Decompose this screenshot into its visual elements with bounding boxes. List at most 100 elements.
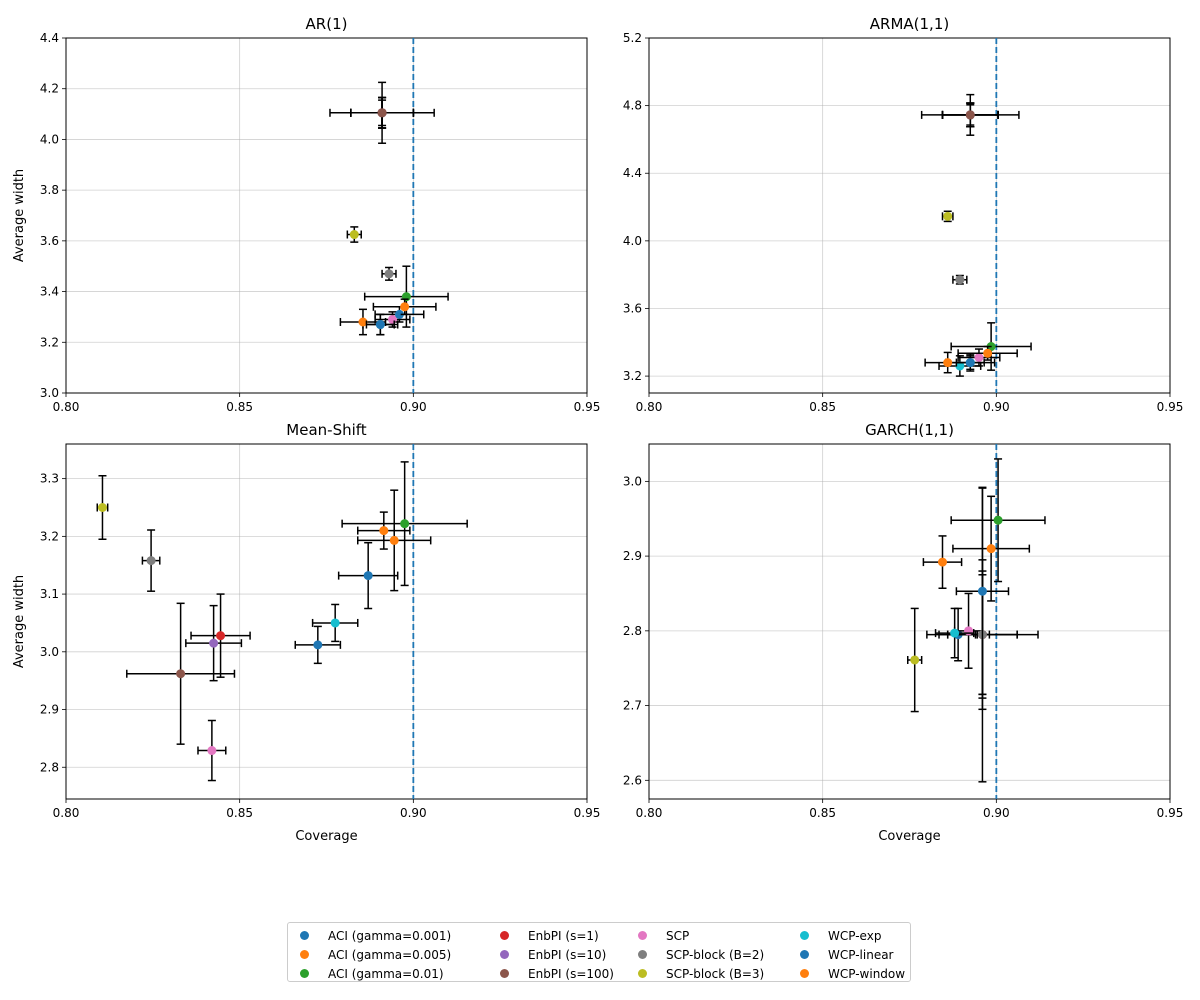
legend: ACI (gamma=0.001) ACI (gamma=0.005) ACI (g… (287, 922, 911, 982)
data-point-marker (330, 618, 340, 628)
chart-title: Mean-Shift (286, 421, 366, 439)
point-enbpi-s-100 (350, 96, 415, 129)
x-tick-label: 0.90 (983, 400, 1010, 414)
point-aci-gamma-0-005 (357, 511, 411, 550)
point-scp-block-b-3 (96, 474, 109, 540)
chart-panel-garch-1-1: 0.80 0.85 0.90 0.95 2.6 2.7 2.8 2.9 3.0 GARCH(1,1… (623, 421, 1183, 844)
y-tick-label: 3.2 (40, 529, 59, 543)
legend-marker (300, 931, 309, 940)
data-point-marker (389, 535, 399, 545)
x-tick-label: 0.85 (226, 400, 253, 414)
point-scp-block-b-3 (941, 210, 954, 223)
legend-label: WCP-linear (828, 948, 894, 962)
y-tick-label: 2.6 (623, 773, 642, 787)
point-enbpi-s-100 (126, 602, 236, 745)
data-point-marker (986, 544, 996, 554)
y-tick-label: 3.6 (623, 301, 642, 315)
point-aci-gamma-0-01 (341, 461, 468, 587)
legend-marker (800, 931, 809, 940)
data-point-marker (977, 586, 987, 596)
x-tick-label: 0.95 (1157, 400, 1184, 414)
point-enbpi-s-100 (941, 102, 999, 128)
chart-title: AR(1) (306, 15, 348, 33)
data-point-marker (965, 358, 975, 368)
data-point-marker (358, 317, 368, 327)
legend-label: SCP (666, 929, 690, 943)
x-tick-label: 0.80 (53, 806, 80, 820)
legend-marker (500, 950, 509, 959)
data-layer (329, 38, 449, 393)
data-point-marker (375, 320, 385, 330)
plot-frame (65, 37, 588, 394)
point-enbpi-s-1 (190, 593, 251, 678)
data-point-marker (216, 631, 226, 641)
legend-marker (638, 969, 647, 978)
data-point-marker (943, 358, 953, 368)
data-point-marker (910, 655, 920, 665)
y-tick-label: 3.2 (623, 369, 642, 383)
y-tick-label: 4.0 (623, 234, 642, 248)
data-point-marker (207, 746, 217, 756)
data-point-marker (377, 108, 387, 118)
x-tick-label: 0.95 (1157, 806, 1184, 820)
legend-marker (500, 969, 509, 978)
legend-marker (300, 969, 309, 978)
point-wcp-exp (934, 607, 975, 659)
data-point-marker (313, 640, 323, 650)
y-axis-label: Average width (12, 575, 27, 668)
x-tick-label: 0.90 (400, 400, 427, 414)
y-tick-label: 2.7 (623, 699, 642, 713)
point-aci-gamma-0-005 (957, 345, 1018, 361)
data-point-marker (983, 348, 993, 358)
y-tick-label: 4.4 (40, 31, 59, 45)
y-tick-label: 4.0 (40, 132, 59, 146)
point-aci-gamma-0-01 (950, 458, 1046, 583)
x-tick-label: 0.80 (636, 806, 663, 820)
y-tick-label: 2.9 (623, 549, 642, 563)
legend-label: WCP-exp (828, 929, 882, 943)
y-tick-label: 3.1 (40, 587, 59, 601)
y-tick-label: 4.8 (623, 99, 642, 113)
point-scp (957, 348, 1001, 367)
x-tick-label: 0.95 (574, 806, 601, 820)
data-point-marker (97, 502, 107, 512)
data-point-marker (993, 515, 1003, 525)
point-aci-gamma-0-01 (363, 265, 449, 328)
y-tick-label: 2.8 (40, 760, 59, 774)
y-tick-label: 3.2 (40, 335, 59, 349)
data-layer (920, 38, 1032, 393)
point-scp (197, 719, 227, 782)
x-tick-label: 0.90 (983, 806, 1010, 820)
data-point-marker (950, 628, 960, 638)
point-wcp-exp (311, 603, 359, 643)
data-point-marker (964, 626, 974, 636)
point-scp-block-b-3 (346, 226, 362, 243)
point-wcp-linear (955, 487, 1010, 696)
y-tick-label: 3.8 (40, 183, 59, 197)
y-tick-label: 3.0 (623, 474, 642, 488)
point-aci-gamma-0-001 (294, 625, 342, 665)
y-axis-label: Average width (12, 169, 27, 262)
y-tick-label: 3.4 (40, 285, 59, 299)
legend-marker (300, 950, 309, 959)
plot-frame (65, 443, 588, 800)
point-aci-gamma-0-005 (952, 495, 1031, 602)
y-tick-label: 5.2 (623, 31, 642, 45)
legend-label: ACI (gamma=0.01) (328, 967, 444, 981)
point-scp-block-b-2 (952, 274, 968, 285)
data-point-marker (943, 211, 953, 221)
point-scp-block-b-2 (141, 529, 161, 592)
x-tick-label: 0.95 (574, 400, 601, 414)
y-tick-label: 3.0 (40, 645, 59, 659)
data-point-marker (363, 571, 373, 581)
data-layer (96, 444, 468, 799)
x-axis-label: Coverage (295, 829, 357, 844)
data-point-marker (965, 110, 975, 120)
data-point-marker (394, 309, 404, 319)
chart-panel-ar-1: 0.80 0.85 0.90 0.95 3.0 3.2 3.4 3.6 3.8 4.0 4.2 4.4… (12, 15, 600, 414)
plot-frame (648, 443, 1171, 800)
y-tick-label: 3.0 (40, 386, 59, 400)
legend-marker (500, 931, 509, 940)
point-aci-gamma-0-005 (372, 298, 437, 316)
